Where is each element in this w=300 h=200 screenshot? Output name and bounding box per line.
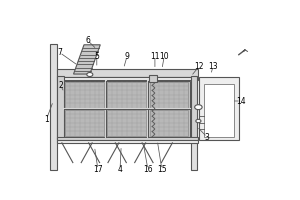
Circle shape [87,73,93,77]
Text: 1: 1 [44,115,49,124]
Bar [107,110,146,136]
Text: 10: 10 [159,52,169,61]
Circle shape [195,105,202,110]
Text: 12: 12 [194,62,204,71]
Bar [148,75,158,82]
Bar [65,110,104,136]
Text: 11: 11 [150,52,160,61]
Text: 2: 2 [58,81,63,90]
Bar [64,81,190,137]
Text: 17: 17 [93,165,103,174]
Bar [107,82,146,108]
Text: 16: 16 [143,165,153,174]
Bar [50,44,57,170]
Bar [204,84,234,137]
Text: 5: 5 [94,52,99,61]
Bar [65,82,104,108]
Bar [57,76,64,139]
Bar [57,77,198,80]
Text: 6: 6 [85,36,90,45]
Text: 4: 4 [118,165,122,174]
Bar [57,137,198,140]
Bar [199,77,239,140]
Polygon shape [74,45,100,74]
Text: 13: 13 [208,62,218,71]
Circle shape [196,119,201,123]
Text: 7: 7 [57,48,62,57]
Bar [191,76,197,139]
Text: 3: 3 [205,133,210,142]
Bar [150,82,188,108]
Bar [150,110,188,136]
Bar [57,140,198,143]
Bar [191,73,197,170]
Text: 15: 15 [157,165,167,174]
Text: 14: 14 [236,97,246,106]
Bar [57,69,198,77]
Text: 9: 9 [124,52,130,61]
